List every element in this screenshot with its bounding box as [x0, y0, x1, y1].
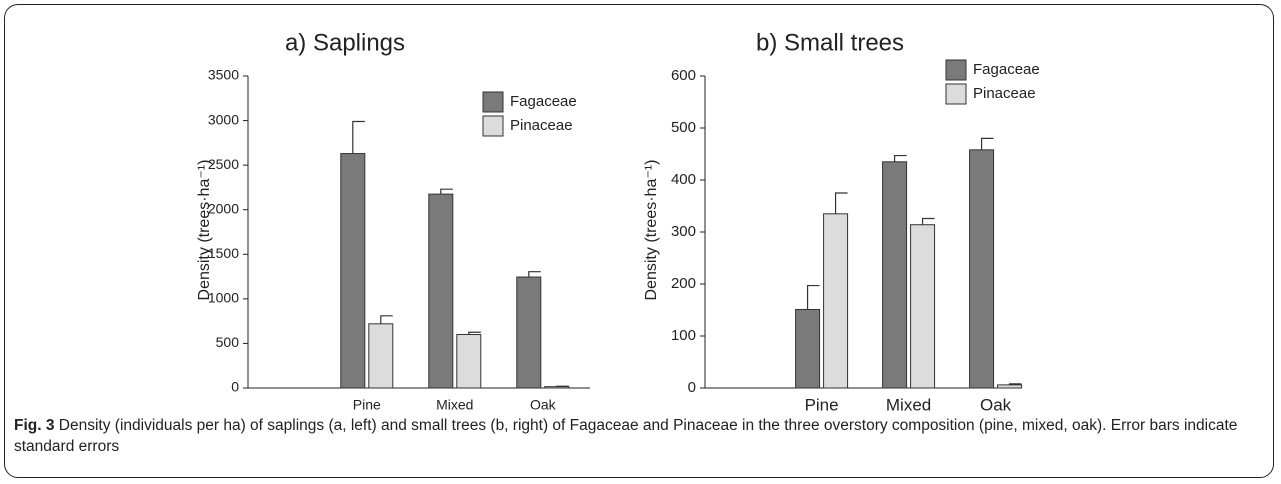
y-tick-label: 500: [216, 334, 240, 350]
bar: [910, 224, 936, 389]
error-bar: [1008, 383, 1022, 385]
y-tick-label: 0: [231, 379, 239, 395]
y-tick-label: 2000: [208, 200, 239, 216]
y-tick-label: 500: [671, 119, 696, 136]
x-tick-label: Oak: [980, 395, 1012, 414]
figure-frame: [4, 4, 1274, 478]
legend-label: Fagaceae: [510, 93, 577, 110]
legend-swatch: [945, 83, 967, 105]
error-bar: [980, 137, 994, 150]
x-tick-label: Pine: [805, 395, 839, 414]
y-tick-label: 100: [671, 327, 696, 344]
bar: [544, 386, 570, 389]
x-tick-label: Mixed: [436, 397, 473, 413]
bar: [456, 334, 482, 389]
y-tick-label: 600: [671, 67, 696, 84]
bar: [516, 276, 542, 389]
bar: [340, 153, 366, 389]
y-tick-label: 300: [671, 223, 696, 240]
bar: [795, 308, 821, 389]
chart-title: a) Saplings: [285, 29, 405, 56]
error-bar: [528, 271, 541, 278]
y-axis-label: Density (trees·ha⁻¹): [643, 160, 660, 301]
error-bar: [380, 315, 393, 324]
error-bar: [468, 331, 481, 335]
chart-title: b) Small trees: [756, 29, 904, 56]
y-tick-label: 3000: [208, 111, 239, 127]
error-bar: [921, 217, 935, 225]
y-tick-label: 2500: [208, 156, 239, 172]
y-tick-label: 1000: [208, 290, 239, 306]
x-tick-label: Mixed: [886, 395, 931, 414]
legend-swatch: [482, 115, 504, 137]
bar: [997, 384, 1023, 389]
bar: [368, 323, 394, 389]
legend-label: Fagaceae: [973, 61, 1040, 78]
bar: [882, 161, 908, 389]
error-bar: [806, 284, 820, 310]
legend-label: Pinaceae: [973, 85, 1036, 102]
y-tick-label: 0: [688, 379, 696, 396]
x-tick-label: Oak: [530, 397, 557, 413]
bar: [428, 193, 454, 389]
error-bar: [352, 120, 365, 154]
caption-label: Fig. 3: [14, 417, 55, 434]
error-bar: [834, 192, 848, 214]
y-tick-label: 400: [671, 171, 696, 188]
y-tick-label: 3500: [208, 67, 239, 83]
error-bar: [893, 154, 907, 162]
y-tick-label: 200: [671, 275, 696, 292]
caption-text: Density (individuals per ha) of saplings…: [14, 417, 1238, 455]
y-tick-label: 1500: [208, 245, 239, 261]
legend-swatch: [945, 59, 967, 81]
x-tick-label: Pine: [353, 397, 381, 413]
y-axis-label: Density (trees·ha⁻¹): [196, 160, 213, 301]
caption: Fig. 3 Density (individuals per ha) of s…: [14, 415, 1254, 457]
error-bar: [440, 188, 453, 195]
bar: [823, 213, 849, 389]
legend-label: Pinaceae: [510, 117, 573, 134]
bar: [969, 149, 995, 389]
legend-swatch: [482, 91, 504, 113]
